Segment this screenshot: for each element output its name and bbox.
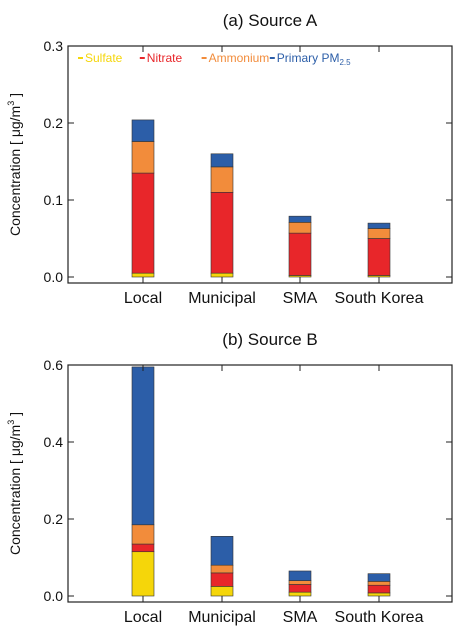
- legend-label: Sulfate: [85, 51, 123, 65]
- legend-label-text: Ammonium: [209, 51, 270, 65]
- y-axis-label-close: ]: [7, 412, 23, 420]
- bar-segment-municipal-primary-pm2-5: [210, 536, 234, 566]
- legend-label-text: Sulfate: [85, 51, 123, 65]
- bar-segment-municipal-ammonium: [210, 166, 234, 193]
- y-axis-label-superscript: 3: [6, 420, 16, 425]
- y-tick-label: 0.1: [44, 192, 64, 208]
- y-axis-label: Concentration [ μg/m3 ]: [6, 93, 23, 236]
- bar-segment-south-korea-primary-pm2-5: [367, 222, 391, 229]
- chart-title: (b) Source B: [222, 330, 317, 349]
- bar-segment-municipal-primary-pm2-5: [210, 153, 234, 168]
- legend-label: Primary PM2.5: [277, 51, 351, 67]
- bar-segment-local-ammonium: [131, 524, 155, 545]
- legend-label: Ammonium: [209, 51, 270, 65]
- x-tick-label: South Korea: [335, 290, 424, 307]
- bar-segment-sma-nitrate: [288, 232, 312, 276]
- y-tick-label: 0.0: [44, 269, 64, 285]
- y-axis-label-text: Concentration [ μg/m: [7, 425, 23, 555]
- bar-segment-local-primary-pm2-5: [131, 119, 155, 142]
- chart-panel-a: (a) Source A Concentration [ μg/m3 ] 0.0 0.…: [6, 11, 453, 307]
- bar-segment-sma-ammonium: [288, 580, 312, 585]
- bar-segment-south-korea-ammonium: [367, 228, 391, 239]
- bar-group: [131, 366, 391, 597]
- x-tick-label: Municipal: [188, 609, 256, 626]
- x-tick-label: SMA: [283, 290, 318, 307]
- legend-label-text: Nitrate: [147, 51, 183, 65]
- legend-label-text: Primary PM: [277, 51, 340, 65]
- bar-segment-local-nitrate: [131, 543, 155, 553]
- chart-title: (a) Source A: [223, 11, 318, 30]
- y-axis-label: Concentration [ μg/m3 ]: [6, 412, 23, 555]
- y-tick-label: 0.4: [44, 434, 64, 450]
- y-tick-label: 0.2: [44, 115, 64, 131]
- bar-segment-south-korea-ammonium: [367, 581, 391, 586]
- plot-frame: [67, 45, 453, 284]
- y-tick-label: 0.6: [44, 357, 64, 373]
- bar-segment-municipal-nitrate: [210, 192, 234, 274]
- bar-segment-south-korea-sulfate: [367, 592, 391, 597]
- y-axis-label-superscript: 3: [6, 101, 16, 106]
- x-tick-label: Local: [124, 290, 162, 307]
- x-tick-label: SMA: [283, 609, 318, 626]
- bar-segment-sma-primary-pm2-5: [288, 570, 312, 581]
- bar-segment-local-primary-pm2-5: [131, 366, 155, 526]
- bar-segment-sma-ammonium: [288, 222, 312, 234]
- x-tick-label: Local: [124, 609, 162, 626]
- y-tick-label: 0.0: [44, 588, 64, 604]
- legend-label-subscript: 2.5: [339, 58, 351, 67]
- bar-segment-local-ammonium: [131, 141, 155, 174]
- y-tick-label: 0.2: [44, 511, 64, 527]
- bar-segment-sma-primary-pm2-5: [288, 215, 312, 223]
- x-tick-label: South Korea: [335, 609, 424, 626]
- bar-segment-sma-sulfate: [288, 591, 312, 597]
- bar-segment-municipal-ammonium: [210, 564, 234, 574]
- bar-group: [131, 119, 391, 278]
- legend-item: Nitrate: [139, 51, 183, 65]
- legend-label: Nitrate: [147, 51, 183, 65]
- bar-segment-local-sulfate: [131, 551, 155, 597]
- plot-frame: [67, 364, 453, 603]
- bar-segment-local-sulfate: [131, 272, 155, 278]
- legend-item: Sulfate: [78, 51, 123, 65]
- bar-segment-municipal-sulfate: [210, 586, 234, 597]
- legend: Sulfate Nitrate Ammonium Primary PM2.5: [78, 51, 351, 67]
- y-axis-label-text: Concentration [ μg/m: [7, 106, 23, 236]
- bar-segment-south-korea-nitrate: [367, 584, 391, 594]
- y-tick-label: 0.3: [44, 38, 64, 54]
- bar-segment-sma-nitrate: [288, 584, 312, 593]
- x-tick-label: Municipal: [188, 290, 256, 307]
- bar-segment-south-korea-primary-pm2-5: [367, 573, 391, 582]
- chart-panel-b: (b) Source B Concentration [ μg/m3 ] 0.0 0.…: [6, 330, 453, 626]
- bar-segment-local-nitrate: [131, 172, 155, 274]
- bar-segment-municipal-sulfate: [210, 272, 234, 278]
- y-axis-label-close: ]: [7, 93, 23, 101]
- legend-item: Primary PM2.5: [269, 51, 351, 67]
- legend-item: Ammonium: [201, 51, 270, 65]
- bar-segment-south-korea-nitrate: [367, 238, 391, 276]
- bar-segment-municipal-nitrate: [210, 572, 234, 587]
